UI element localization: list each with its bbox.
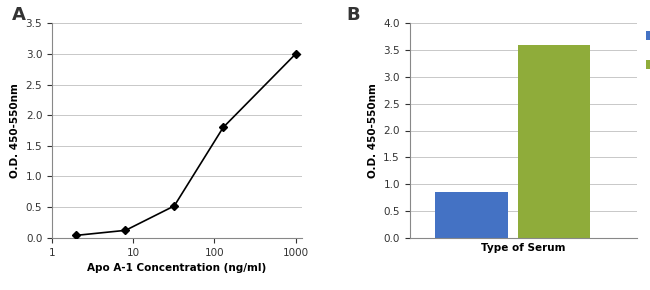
- Text: B: B: [346, 6, 359, 24]
- Bar: [518, 45, 590, 238]
- Text: A: A: [12, 6, 26, 24]
- Legend: Normal
Serum, Diseased
Serum: Normal Serum, Diseased Serum: [646, 24, 650, 75]
- Y-axis label: O.D. 450-550nm: O.D. 450-550nm: [368, 83, 378, 178]
- Y-axis label: O.D. 450-550nm: O.D. 450-550nm: [10, 83, 20, 178]
- X-axis label: Apo A-1 Concentration (ng/ml): Apo A-1 Concentration (ng/ml): [88, 263, 266, 273]
- Bar: [436, 192, 508, 238]
- X-axis label: Type of Serum: Type of Serum: [481, 243, 566, 253]
